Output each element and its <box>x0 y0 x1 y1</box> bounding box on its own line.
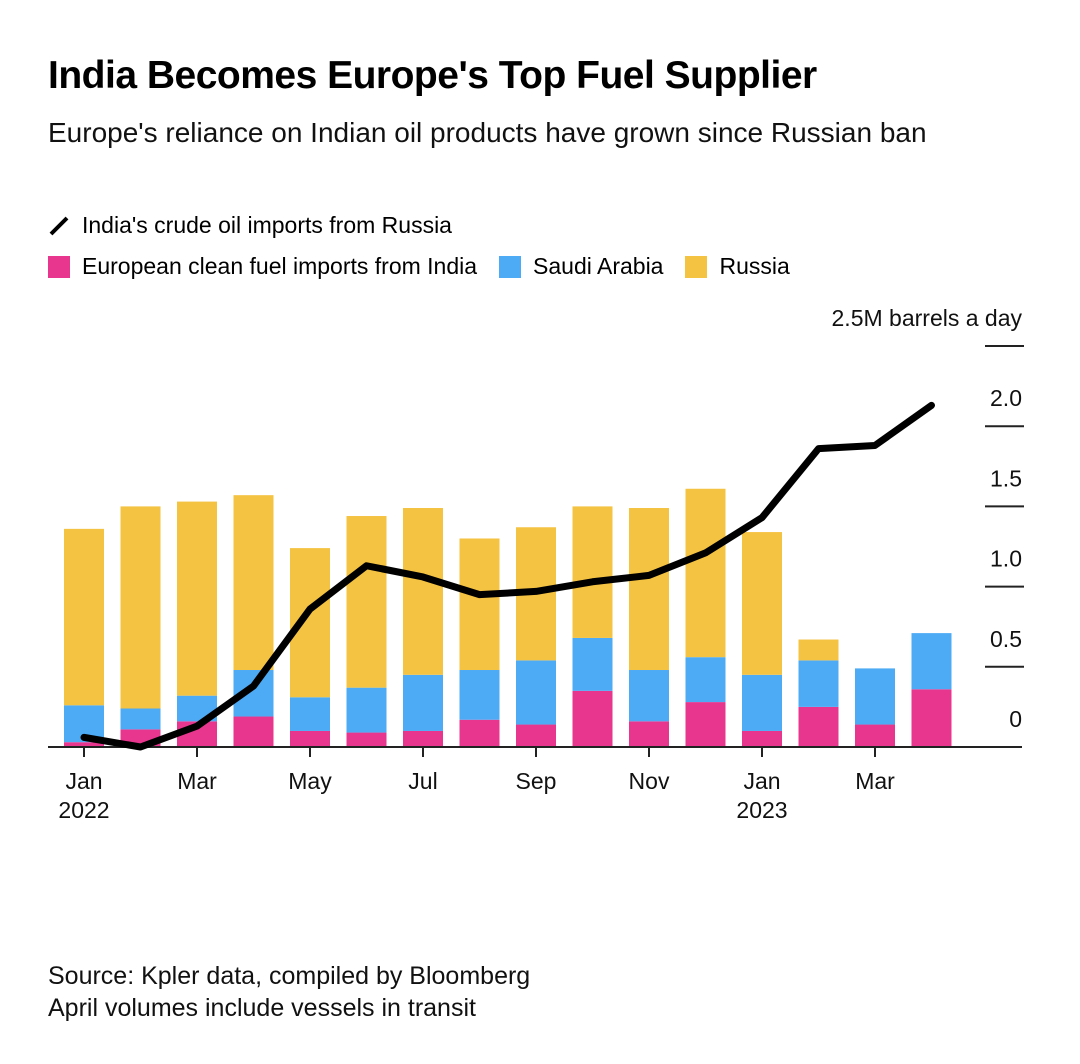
bar-india <box>629 721 669 747</box>
x-tick-label: May <box>288 768 332 794</box>
legend-swatch-india <box>48 255 70 278</box>
legend-bars: European clean fuel imports from India S… <box>48 253 812 280</box>
bar-india <box>798 706 839 747</box>
bar-saudi <box>346 687 387 733</box>
x-tick-label: Jan <box>743 768 780 794</box>
bar-india <box>742 730 782 747</box>
bar-russia <box>459 538 500 671</box>
bar-india <box>459 719 500 747</box>
legend-line: India's crude oil imports from Russia <box>48 212 474 239</box>
y-tick-label: 1.5 <box>990 465 1022 491</box>
bar-saudi <box>120 708 161 730</box>
legend-swatch-russia <box>685 255 708 278</box>
bar-saudi <box>459 670 500 720</box>
bar-russia <box>572 506 613 638</box>
bar-saudi <box>290 697 330 731</box>
x-tick-label: Nov <box>629 768 670 794</box>
bar-russia <box>120 506 161 709</box>
source-note: Source: Kpler data, compiled by Bloomber… <box>48 960 530 1024</box>
x-tick-label: Mar <box>177 768 217 794</box>
bar-russia <box>64 528 104 706</box>
x-tick-label: Jul <box>408 768 437 794</box>
x-tick-label: Jan <box>65 768 102 794</box>
bar-india <box>685 702 726 747</box>
bar-india <box>64 742 104 747</box>
bar-russia <box>403 508 443 675</box>
line-india-crude-imports <box>80 401 935 751</box>
bar-russia <box>177 501 217 696</box>
bar-russia <box>346 516 387 688</box>
chart-subtitle: Europe's reliance on Indian oil products… <box>48 117 927 148</box>
bar-saudi <box>742 674 782 731</box>
bar-india <box>233 716 274 747</box>
y-axis-unit-label: 2.5M barrels a day <box>832 305 1023 331</box>
bar-russia <box>629 508 669 671</box>
legend-label-russia: Russia <box>719 253 790 279</box>
bar-saudi <box>798 660 839 707</box>
bar-saudi <box>685 657 726 703</box>
x-tick-year: 2023 <box>736 797 787 823</box>
bar-russia <box>233 495 274 671</box>
y-tick-label: 0.5 <box>990 626 1022 652</box>
bar-saudi <box>911 633 952 690</box>
line-legend-icon <box>49 216 69 235</box>
bar-india <box>911 689 952 747</box>
bar-saudi <box>855 668 895 725</box>
legend-label-line: India's crude oil imports from Russia <box>82 212 452 238</box>
bar-india <box>855 724 895 747</box>
y-tick-label: 2.0 <box>990 385 1022 411</box>
bar-russia <box>685 488 726 658</box>
x-tick-year: 2022 <box>58 797 109 823</box>
chart-title: India Becomes Europe's Top Fuel Supplier <box>48 54 817 97</box>
x-tick-label: Mar <box>855 768 895 794</box>
bar-india <box>516 724 556 747</box>
legend-swatch-saudi <box>499 255 522 278</box>
bar-saudi <box>572 637 613 691</box>
bar-saudi <box>403 674 443 731</box>
legend-label-india: European clean fuel imports from India <box>82 253 478 279</box>
legend-label-saudi: Saudi Arabia <box>533 253 664 279</box>
bar-india <box>403 730 443 747</box>
bar-india <box>346 732 387 747</box>
source-line-2: April volumes include vessels in transit <box>48 994 476 1022</box>
y-tick-label: 1.0 <box>990 546 1022 572</box>
bar-russia <box>742 532 782 675</box>
bar-saudi <box>629 670 669 722</box>
bar-india <box>290 730 330 747</box>
bar-saudi <box>516 660 556 725</box>
bar-india <box>572 690 613 747</box>
x-tick-label: Sep <box>516 768 557 794</box>
bar-russia <box>798 639 839 661</box>
y-tick-label: 0 <box>1009 706 1022 732</box>
source-line-1: Source: Kpler data, compiled by Bloomber… <box>48 962 531 990</box>
